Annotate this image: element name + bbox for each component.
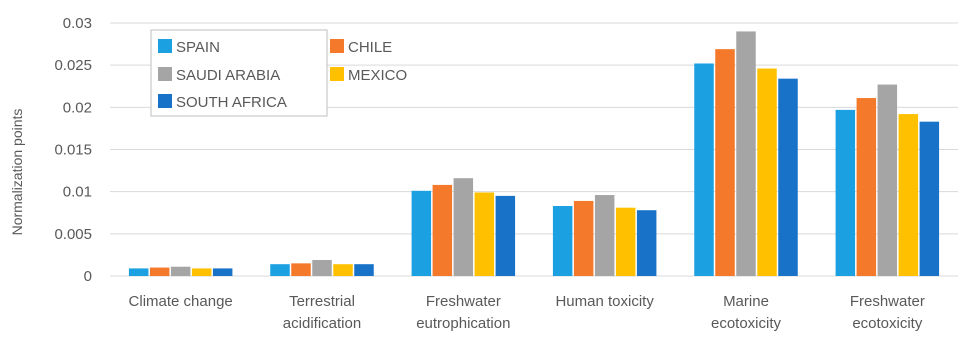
bar bbox=[312, 259, 332, 276]
bar bbox=[552, 206, 573, 276]
legend-swatch bbox=[158, 67, 172, 81]
bar bbox=[877, 84, 898, 277]
bar bbox=[149, 267, 170, 276]
legend-label: MEXICO bbox=[348, 67, 407, 84]
legend-label: SPAIN bbox=[176, 39, 220, 56]
bar bbox=[636, 210, 657, 276]
y-tick-label: 0.02 bbox=[63, 99, 92, 116]
legend-swatch bbox=[330, 39, 344, 53]
y-tick-label: 0.025 bbox=[54, 57, 92, 74]
x-category-label: Marine ecotoxicity bbox=[711, 293, 782, 332]
legend-swatch bbox=[158, 94, 172, 108]
legend-swatch bbox=[330, 67, 344, 81]
bar bbox=[474, 192, 495, 276]
bar bbox=[898, 114, 919, 276]
bar bbox=[715, 49, 735, 276]
legend-label: CHILE bbox=[348, 39, 392, 56]
legend: SPAIN CHILE SAUDI ARABIA MEXICO SOUTH AFRICA bbox=[150, 29, 407, 117]
bar bbox=[411, 190, 432, 276]
y-tick-label: 0.005 bbox=[54, 226, 92, 243]
y-tick-label: 0 bbox=[84, 268, 92, 285]
bar bbox=[495, 195, 516, 276]
bar bbox=[128, 268, 149, 276]
bar bbox=[291, 263, 311, 276]
bar bbox=[736, 31, 756, 276]
bar bbox=[615, 207, 636, 276]
x-category-label: Freshwater ecotoxicity bbox=[850, 293, 925, 332]
y-tick-label: 0.03 bbox=[63, 15, 92, 32]
x-axis-categories: Climate change Terrestrial acidification Fr… bbox=[129, 293, 925, 332]
x-category-label: Human toxicity bbox=[555, 293, 654, 310]
bar bbox=[573, 200, 594, 276]
x-category-label: Freshwater eutrophication bbox=[416, 293, 510, 332]
legend-label: SOUTH AFRICA bbox=[176, 94, 287, 111]
bar bbox=[757, 68, 777, 276]
legend-swatch bbox=[158, 39, 172, 53]
bar bbox=[212, 268, 233, 276]
x-category-label: Climate change bbox=[129, 293, 233, 310]
bar bbox=[270, 264, 290, 276]
y-axis-title: Normalization points bbox=[9, 109, 25, 236]
bar bbox=[432, 184, 453, 276]
x-category-label: Terrestrial acidification bbox=[283, 293, 361, 332]
bar bbox=[856, 98, 877, 276]
bar bbox=[170, 266, 191, 276]
bar bbox=[694, 63, 714, 277]
bar bbox=[191, 268, 212, 276]
bar bbox=[778, 78, 798, 276]
y-tick-label: 0.015 bbox=[54, 142, 92, 159]
legend-box bbox=[150, 29, 328, 117]
bar bbox=[354, 264, 374, 276]
bar bbox=[453, 178, 474, 276]
y-axis-ticks: 0 0.005 0.01 0.015 0.02 0.025 0.03 bbox=[54, 15, 92, 285]
bar bbox=[919, 121, 940, 276]
y-tick-label: 0.01 bbox=[63, 184, 92, 201]
legend-label: SAUDI ARABIA bbox=[176, 67, 280, 84]
bar bbox=[835, 109, 856, 276]
bar bbox=[333, 264, 353, 276]
bar bbox=[594, 195, 615, 276]
bars bbox=[128, 31, 940, 277]
